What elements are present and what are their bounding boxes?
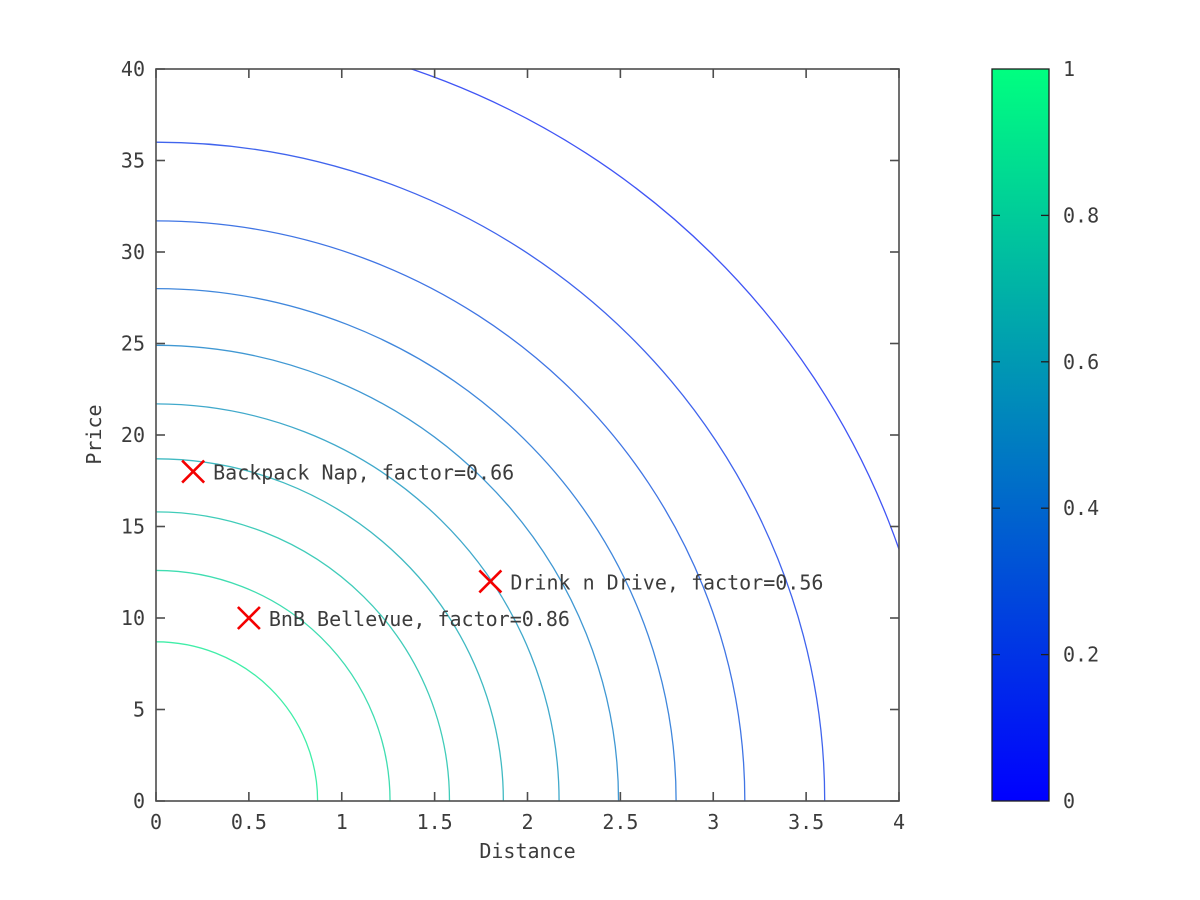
- x-tick-label: 3.5: [788, 810, 824, 834]
- colorbar-tick-label: 0.6: [1063, 350, 1099, 374]
- data-marker: [478, 569, 503, 594]
- y-tick-label: 20: [121, 423, 145, 447]
- x-tick-label: 1: [336, 810, 348, 834]
- x-marker-icon: [478, 569, 503, 594]
- x-marker-icon: [236, 606, 261, 630]
- contour-line: [156, 511, 451, 801]
- colorbar-gradient-rect: [992, 69, 1049, 801]
- colorbar: 1 0.8 0.6 0.4 0.2 0: [991, 57, 1099, 813]
- marker-label: Drink n Drive, factor=0.56: [510, 570, 823, 594]
- colorbar-tick-label: 0: [1063, 789, 1075, 813]
- data-marker: [181, 459, 206, 484]
- data-marker: [236, 606, 261, 630]
- y-tick-label: 10: [121, 606, 145, 630]
- colorbar-border: [991, 68, 1050, 802]
- x-tick-label: 0: [150, 810, 162, 834]
- colorbar-tick-label: 0.2: [1063, 643, 1099, 667]
- colorbar-tick-label: 0.4: [1063, 496, 1099, 520]
- y-axis-label: Price: [82, 404, 106, 464]
- x-tick-label: 3: [707, 810, 719, 834]
- x-tick-label: 0.5: [231, 810, 267, 834]
- y-tick-label: 40: [121, 57, 145, 81]
- y-tick-label: 25: [121, 332, 145, 356]
- x-marker-icon: [181, 459, 206, 484]
- data-markers: Backpack Nap, factor=0.66 Drink n Drive, …: [181, 459, 823, 631]
- x-tick-label: 4: [893, 810, 905, 834]
- x-tick-label: 2.5: [602, 810, 638, 834]
- y-tick-label: 0: [133, 789, 145, 813]
- x-axis-label: Distance: [479, 839, 575, 863]
- y-tick-label: 30: [121, 240, 145, 264]
- x-tick-label: 2: [521, 810, 533, 834]
- marker-label: Backpack Nap, factor=0.66: [213, 461, 514, 485]
- y-tick-label: 5: [133, 698, 145, 722]
- x-tick-label: 1.5: [417, 810, 453, 834]
- plot-border: [155, 68, 900, 802]
- y-tick-label: 15: [121, 515, 145, 539]
- colorbar-tick-label: 0.8: [1063, 203, 1099, 227]
- axes-frame: [155, 68, 900, 802]
- contour-line: [156, 220, 746, 801]
- contour-line: [156, 641, 319, 801]
- y-tick-label: 35: [121, 149, 145, 173]
- colorbar-tick-label: 1: [1063, 57, 1075, 81]
- marker-label: BnB Bellevue, factor=0.86: [269, 607, 570, 631]
